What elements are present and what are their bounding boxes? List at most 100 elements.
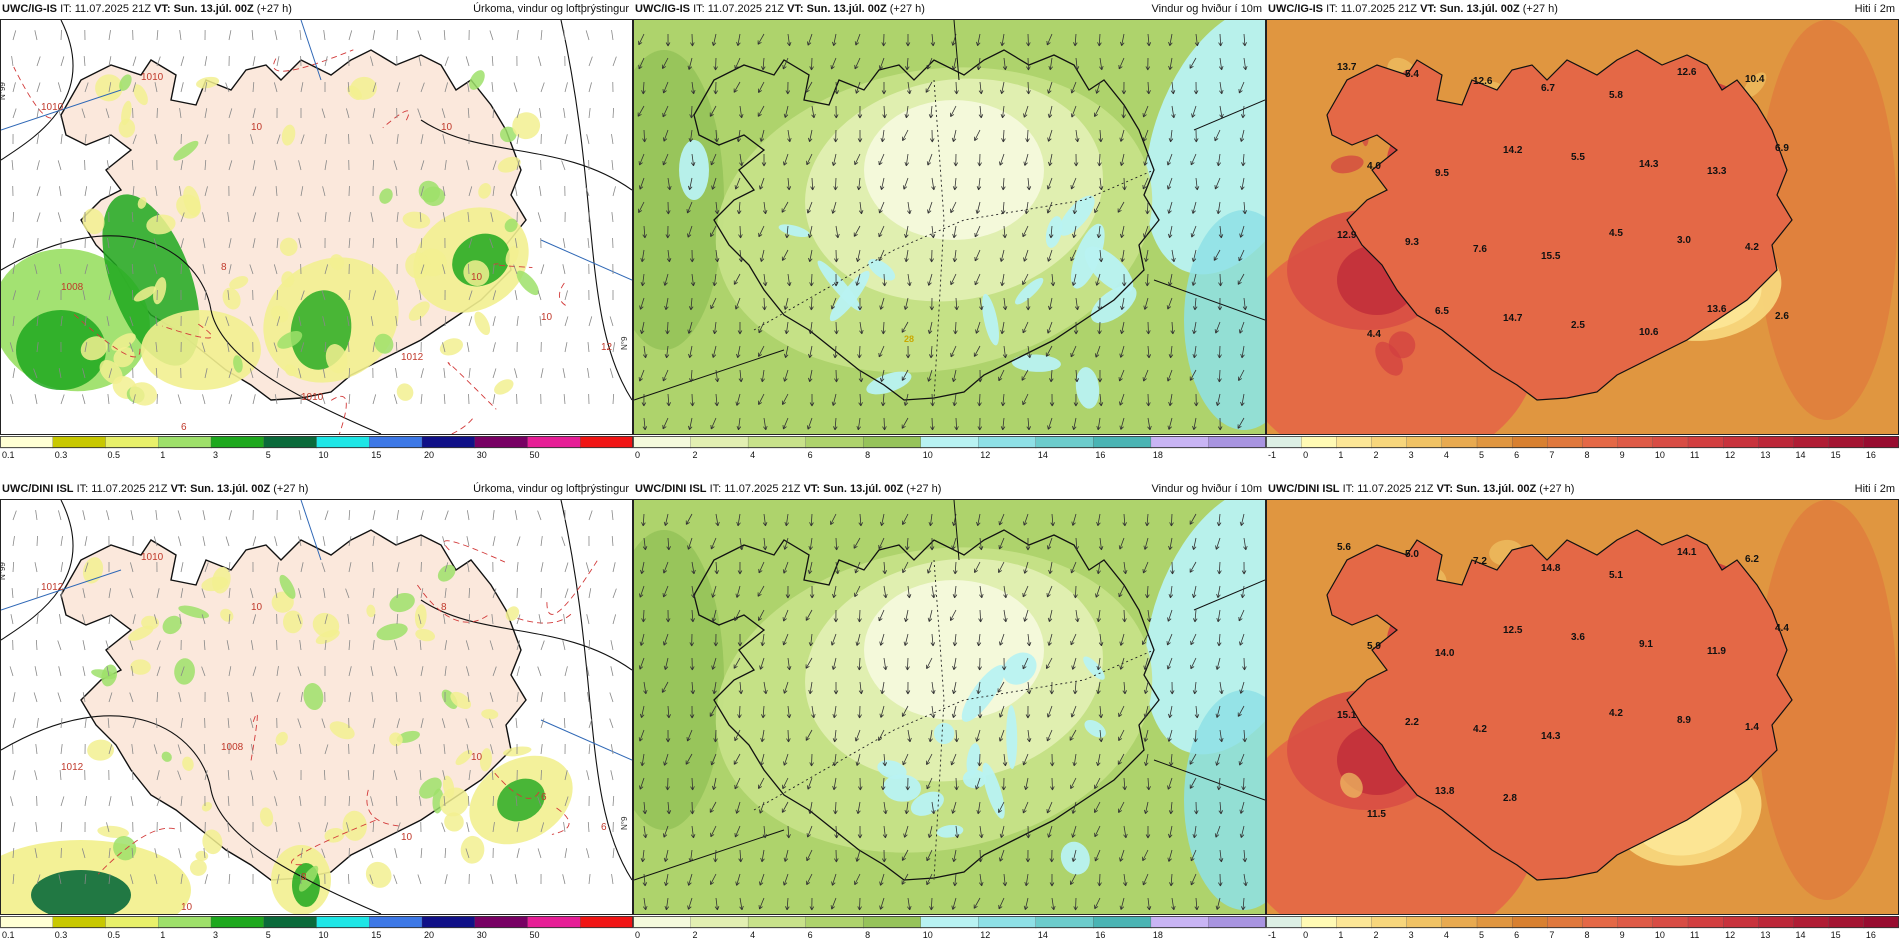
wind-barb — [586, 666, 590, 677]
wind-arrow — [1167, 225, 1173, 238]
wind-arrow — [1070, 561, 1077, 574]
map-wind[interactable]: 28 — [633, 19, 1266, 435]
colorbar-tick-label: 11 — [1690, 930, 1699, 940]
wind-barb — [180, 588, 184, 599]
wind-arrow — [880, 681, 885, 695]
wind-arrow — [1142, 369, 1149, 382]
wind-arrow — [833, 129, 838, 143]
wind-arrow — [1142, 105, 1149, 118]
wind-arrow — [782, 57, 789, 70]
wind-arrow — [662, 153, 669, 166]
colorbar-tick-label: 10 — [319, 930, 329, 940]
init-time: 11.07.2025 21Z — [74, 3, 151, 15]
wind-arrow — [689, 705, 695, 719]
wind-arrow — [998, 537, 1005, 550]
wind-arrow — [979, 297, 984, 311]
wind-barb — [276, 316, 281, 327]
colorbar-tick-label: 12 — [980, 930, 990, 940]
wind-arrow — [857, 897, 862, 911]
map-precip[interactable]: 1010 1010 1008 10 10 10 12 10 1010 1012 8 6 N°99 N°9 — [0, 19, 633, 435]
precip-area — [279, 574, 296, 599]
map-wind[interactable] — [633, 499, 1266, 915]
precip-area — [222, 287, 241, 310]
wind-arrow — [833, 417, 838, 431]
wind-arrow — [641, 393, 647, 407]
wind-area — [1144, 20, 1265, 275]
precip-area — [374, 333, 394, 354]
precip-area — [505, 606, 520, 621]
wind-area — [1015, 277, 1044, 305]
wind-barb — [465, 848, 470, 859]
map-temp[interactable]: 13.7 5.4 12.6 6.7 5.8 12.6 10.4 4.0 9.5 14.2 5.5 14… — [1266, 19, 1899, 435]
colorbar-tick-label: 9 — [1620, 930, 1625, 940]
colorbar-swatch — [863, 916, 922, 929]
wind-barb — [105, 264, 110, 275]
wind-arrow — [879, 705, 885, 718]
wind-arrow — [1169, 873, 1174, 887]
wind-barb — [466, 510, 470, 521]
colorbar-precip: 0.1 0.3 0.5 1 3 5 10 15 20 30 50 — [0, 916, 633, 940]
wind-barb — [106, 822, 110, 833]
temperature-label: 3.6 — [1571, 632, 1585, 643]
wind-barb — [12, 561, 15, 573]
colorbar-swatch — [1582, 916, 1619, 929]
wind-arrow — [1093, 801, 1101, 813]
wind-arrow — [763, 681, 768, 695]
wind-barb — [372, 718, 376, 729]
wind-arrow — [928, 513, 934, 527]
wind-barb — [249, 368, 254, 379]
wind-barb — [588, 718, 593, 729]
precip-area — [504, 218, 518, 233]
temperature-label: 5.6 — [1337, 542, 1351, 553]
wind-arrow — [879, 513, 885, 526]
wind-arrow — [1002, 345, 1008, 359]
colorbar-swatch — [263, 436, 318, 449]
wind-barb — [490, 874, 494, 885]
wind-arrow — [931, 585, 936, 599]
wind-arrow — [1144, 513, 1150, 527]
wind-barb — [204, 368, 208, 379]
wind-barb — [274, 30, 278, 41]
pressure-label: 10 — [251, 122, 263, 133]
lead-time: (+27 h) — [1539, 483, 1575, 495]
wind-arrow — [1099, 57, 1104, 71]
wind-arrow — [783, 105, 789, 118]
map-precip[interactable]: 1012 1010 1012 10 8 10 6 6 8 10 1008 10 N°99 N°9 — [0, 499, 633, 915]
wind-arrow — [1049, 753, 1055, 767]
wind-barb — [420, 134, 424, 145]
wind-arrow — [642, 225, 647, 239]
wind-arrow — [831, 201, 837, 214]
wind-arrow — [782, 417, 789, 430]
wind-barb — [298, 238, 302, 249]
wind-barb — [564, 134, 568, 145]
wind-arrow — [1189, 369, 1197, 381]
wind-barb — [564, 796, 569, 807]
wind-barb — [201, 666, 206, 677]
wind-arrow — [685, 753, 693, 765]
wind-arrow — [973, 561, 981, 573]
colorbar-swatch — [1266, 916, 1302, 929]
wind-arrow — [1002, 753, 1008, 767]
wind-barb — [252, 108, 256, 119]
wind-arrow — [928, 105, 934, 119]
wind-arrow — [786, 33, 792, 47]
wind-arrow — [638, 33, 645, 46]
wind-arrow — [1143, 297, 1149, 310]
wind-barb — [468, 770, 471, 781]
wind-area — [1058, 195, 1095, 236]
wind-barb — [82, 614, 86, 625]
wind-barb — [83, 56, 86, 67]
colorbar-tick-label: 1 — [160, 450, 165, 460]
wind-arrow — [1026, 81, 1031, 95]
wind-barb — [537, 796, 542, 807]
wind-arrow — [952, 225, 957, 239]
wind-arrow — [686, 201, 693, 214]
map-temp[interactable]: 5.6 5.0 7.2 14.8 5.1 14.1 6.2 5.9 14.0 12.5 3.6 9.1… — [1266, 499, 1899, 915]
wind-arrow — [666, 537, 671, 551]
init-label: IT: — [709, 483, 722, 495]
wind-arrow — [811, 105, 816, 119]
wind-arrow — [1166, 297, 1173, 310]
wind-barb — [516, 848, 520, 859]
wind-barb — [372, 588, 375, 599]
colorbar-swatch — [1828, 436, 1865, 449]
